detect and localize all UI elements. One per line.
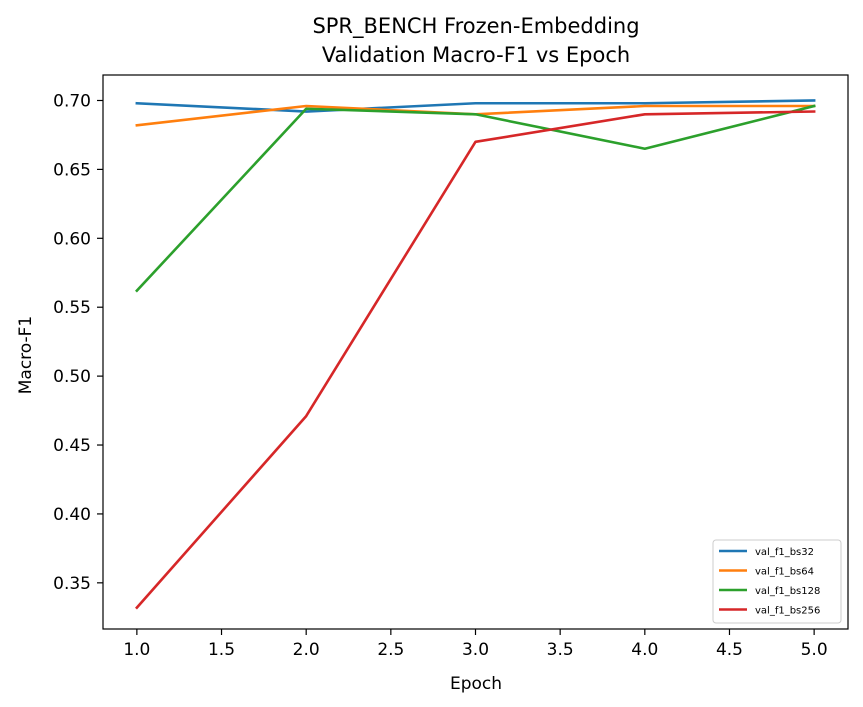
legend-label-val_f1_bs64: val_f1_bs64 bbox=[755, 567, 814, 578]
x-tick-label: 3.0 bbox=[462, 640, 489, 660]
chart-title-line1: SPR_BENCH Frozen-Embedding bbox=[312, 14, 639, 39]
legend-label-val_f1_bs256: val_f1_bs256 bbox=[755, 606, 820, 617]
legend-label-val_f1_bs32: val_f1_bs32 bbox=[755, 547, 814, 558]
series-line-val_f1_bs32 bbox=[135, 99, 816, 113]
y-axis-label: Macro-F1 bbox=[16, 316, 36, 395]
x-tick-label: 4.5 bbox=[716, 640, 743, 660]
x-axis-label: Epoch bbox=[450, 674, 502, 694]
y-tick-label: 0.50 bbox=[53, 367, 91, 387]
legend: val_f1_bs32 val_f1_bs64 val_f1_bs128 val_f1… bbox=[712, 539, 842, 624]
x-tick-label: 4.0 bbox=[631, 640, 658, 660]
y-tick-label: 0.40 bbox=[53, 505, 91, 525]
x-tick-label: 5.0 bbox=[801, 640, 828, 660]
legend-label-val_f1_bs128: val_f1_bs128 bbox=[755, 586, 820, 597]
y-tick-label: 0.60 bbox=[53, 229, 91, 249]
x-tick-label: 3.5 bbox=[547, 640, 574, 660]
y-tick-label: 0.70 bbox=[53, 91, 91, 111]
series-line-val_f1_bs128 bbox=[135, 104, 816, 293]
chart-title-line2: Validation Macro-F1 vs Epoch bbox=[322, 43, 630, 67]
x-tick-label: 1.5 bbox=[208, 640, 235, 660]
y-tick-label: 0.65 bbox=[53, 160, 91, 180]
x-tick-label: 2.0 bbox=[293, 640, 320, 660]
plot-area: 1.0 1.5 2.0 2.5 3.0 3.5 4.0 4.5 5.0 0.35 0.40 0.45 0… bbox=[53, 74, 849, 660]
series-line-val_f1_bs256 bbox=[135, 110, 816, 610]
y-tick-label: 0.45 bbox=[53, 436, 91, 456]
y-tick-label: 0.55 bbox=[53, 298, 91, 318]
legend-box bbox=[712, 539, 842, 624]
x-tick-label: 1.0 bbox=[123, 640, 150, 660]
x-tick-label: 2.5 bbox=[377, 640, 404, 660]
y-tick-label: 0.35 bbox=[53, 574, 91, 594]
